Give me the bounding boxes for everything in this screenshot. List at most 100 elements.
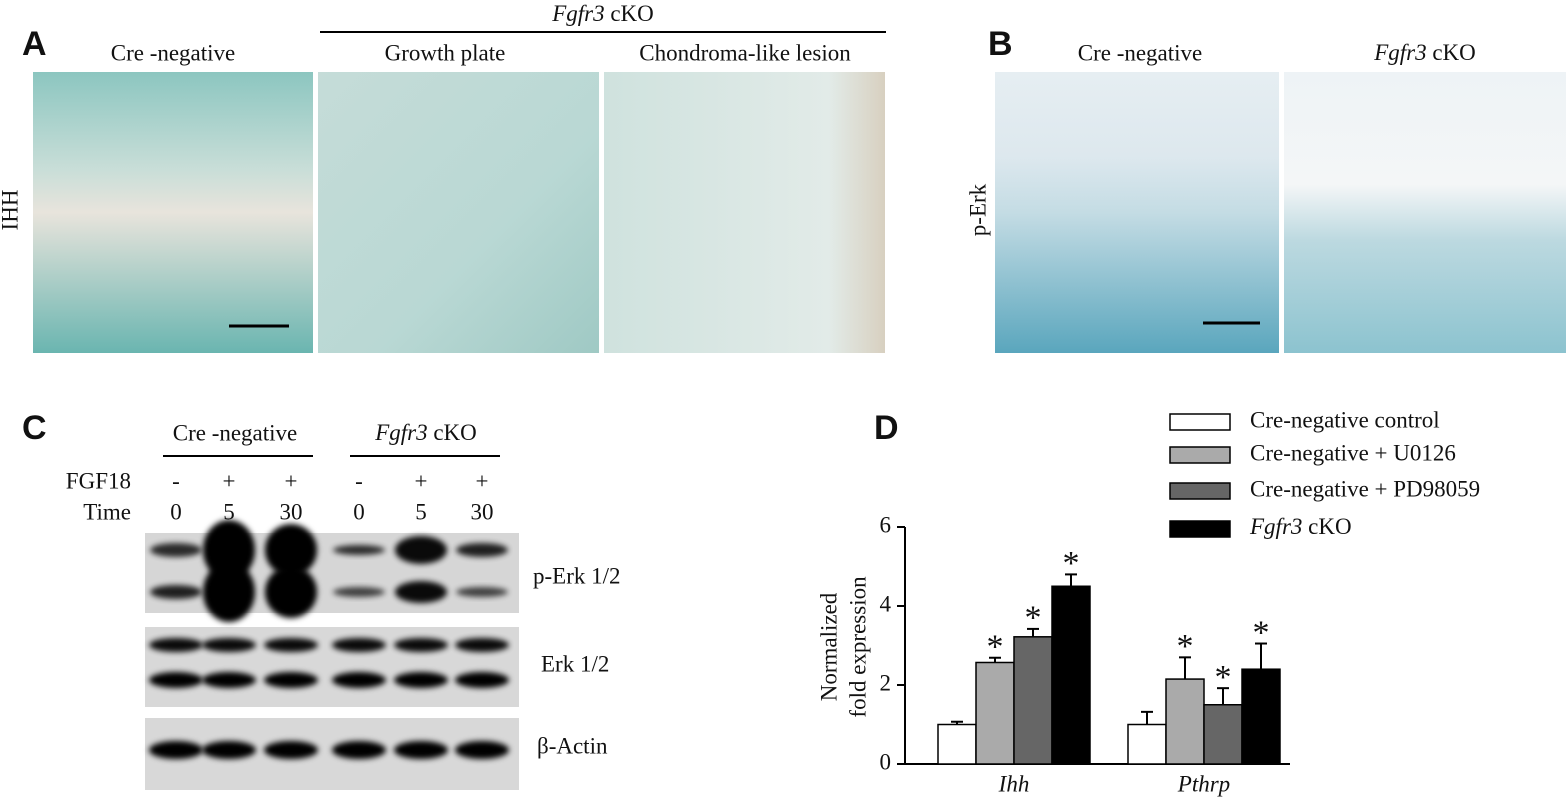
bar	[1127, 723, 1167, 765]
row-label: Time	[83, 499, 131, 524]
legend-swatch	[1169, 446, 1231, 464]
error-bar	[1179, 656, 1191, 680]
legend-label: Cre-negative + U0126	[1250, 440, 1456, 465]
band	[332, 638, 386, 652]
y-axis-label: Normalized	[816, 592, 841, 701]
micrograph	[995, 72, 1279, 353]
band	[394, 741, 448, 759]
row-label: p-Erk	[965, 183, 990, 236]
blot	[145, 627, 519, 707]
panel-letter: D	[874, 409, 899, 447]
band	[265, 566, 317, 618]
y-axis-label: fold expression	[845, 576, 870, 718]
panel-letter: C	[22, 409, 47, 447]
band	[150, 543, 202, 557]
legend-swatch	[1169, 413, 1231, 431]
lane-label: 5	[415, 499, 427, 524]
band	[202, 741, 256, 759]
column-label: Cre -negative	[111, 40, 236, 65]
row-label: FGF18	[66, 468, 131, 493]
western-blots	[145, 520, 519, 790]
error-bar	[1141, 710, 1153, 725]
band	[203, 562, 255, 622]
error-bar	[1027, 627, 1039, 637]
band	[202, 638, 256, 652]
significance-marker: *	[987, 629, 1004, 666]
error-bar	[951, 720, 963, 725]
band	[149, 741, 203, 759]
legend-label: Cre-negative control	[1250, 407, 1440, 432]
bar	[975, 661, 1015, 765]
bar	[1051, 585, 1091, 765]
bar	[1165, 678, 1205, 765]
error-bar	[989, 656, 1001, 663]
band	[395, 581, 447, 603]
band	[333, 545, 385, 555]
y-tick-label: 6	[880, 512, 892, 537]
band	[149, 672, 203, 688]
y-tick-label: 2	[880, 670, 892, 695]
band-label: Erk 1/2	[541, 651, 609, 676]
column-label: Cre -negative	[1078, 40, 1203, 65]
micrograph	[33, 72, 313, 353]
band	[455, 638, 509, 652]
blot	[145, 533, 519, 613]
lane-label: +	[285, 468, 298, 493]
panel-letter: B	[988, 25, 1013, 63]
band-label: p-Erk 1/2	[533, 563, 621, 588]
lane-label: +	[415, 468, 428, 493]
band	[455, 741, 509, 759]
band	[332, 741, 386, 759]
legend-label: Fgfr3 cKO	[1249, 514, 1352, 539]
legend-swatch	[1169, 520, 1231, 538]
band	[150, 585, 202, 599]
band	[202, 672, 256, 688]
band	[394, 638, 448, 652]
bar	[1203, 704, 1243, 765]
band	[394, 672, 448, 688]
legend-swatch	[1169, 482, 1231, 500]
legend-label: Cre-negative + PD98059	[1250, 476, 1480, 501]
x-tick-label: Ihh	[998, 771, 1030, 796]
band	[203, 520, 255, 580]
micrograph	[1284, 72, 1566, 353]
lane-label: 0	[353, 499, 365, 524]
band	[149, 638, 203, 652]
lane-label: 5	[223, 499, 235, 524]
lane-label: +	[223, 468, 236, 493]
error-bar	[1255, 642, 1267, 670]
band	[264, 741, 318, 759]
band	[264, 638, 318, 652]
band	[456, 587, 508, 597]
panel-letter: A	[22, 25, 47, 63]
lane-label: 0	[170, 499, 182, 524]
significance-marker: *	[1025, 600, 1042, 637]
significance-marker: *	[1177, 628, 1194, 665]
band	[455, 672, 509, 688]
y-tick-label: 4	[880, 591, 892, 616]
column-label: Chondroma-like lesion	[639, 40, 851, 65]
band	[332, 672, 386, 688]
column-label: Fgfr3 cKO	[1373, 40, 1476, 65]
lane-label: -	[355, 468, 363, 493]
micrograph	[604, 72, 885, 353]
group-label: Cre -negative	[173, 420, 298, 445]
y-tick-label: 0	[880, 749, 892, 774]
micrograph	[318, 72, 599, 353]
bar	[1241, 668, 1281, 765]
band	[265, 524, 317, 576]
group-label: Fgfr3 cKO	[374, 420, 477, 445]
band	[395, 536, 447, 564]
band	[264, 672, 318, 688]
error-bar	[1065, 573, 1077, 587]
lane-label: 30	[471, 499, 494, 524]
bar	[1013, 636, 1053, 765]
lane-label: +	[476, 468, 489, 493]
lane-label: 30	[280, 499, 303, 524]
band	[456, 543, 508, 557]
significance-marker: *	[1215, 659, 1232, 696]
column-label: Growth plate	[385, 40, 506, 65]
group-label: Fgfr3 cKO	[551, 1, 654, 26]
x-tick-label: Pthrp	[1177, 771, 1230, 796]
